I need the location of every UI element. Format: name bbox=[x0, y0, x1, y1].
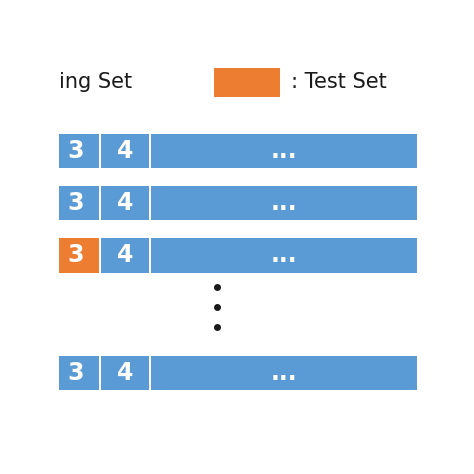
Text: 4: 4 bbox=[117, 243, 133, 267]
FancyBboxPatch shape bbox=[213, 68, 280, 97]
FancyBboxPatch shape bbox=[101, 134, 149, 168]
Text: 3: 3 bbox=[67, 139, 84, 163]
Text: 4: 4 bbox=[117, 139, 133, 163]
FancyBboxPatch shape bbox=[52, 186, 99, 220]
FancyBboxPatch shape bbox=[151, 238, 417, 273]
Text: ...: ... bbox=[271, 191, 297, 215]
FancyBboxPatch shape bbox=[101, 186, 149, 220]
Text: : Test Set: : Test Set bbox=[291, 73, 386, 92]
Text: 4: 4 bbox=[117, 361, 133, 385]
Text: 4: 4 bbox=[117, 191, 133, 215]
FancyBboxPatch shape bbox=[52, 356, 99, 390]
FancyBboxPatch shape bbox=[52, 238, 99, 273]
Text: ing Set: ing Set bbox=[59, 73, 132, 92]
Text: ...: ... bbox=[271, 139, 297, 163]
Text: ...: ... bbox=[271, 361, 297, 385]
Text: 3: 3 bbox=[67, 361, 84, 385]
Text: 3: 3 bbox=[67, 191, 84, 215]
FancyBboxPatch shape bbox=[52, 134, 99, 168]
Text: ...: ... bbox=[271, 243, 297, 267]
FancyBboxPatch shape bbox=[151, 134, 417, 168]
FancyBboxPatch shape bbox=[151, 356, 417, 390]
FancyBboxPatch shape bbox=[151, 186, 417, 220]
FancyBboxPatch shape bbox=[101, 356, 149, 390]
Text: 3: 3 bbox=[67, 243, 84, 267]
FancyBboxPatch shape bbox=[101, 238, 149, 273]
